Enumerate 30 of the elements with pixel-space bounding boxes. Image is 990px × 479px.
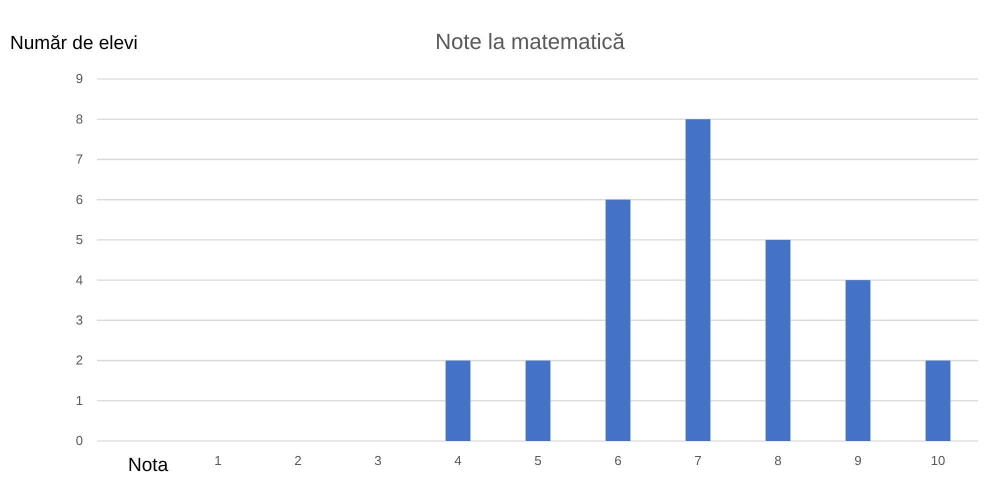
x-tick-label: 3 — [374, 453, 382, 468]
y-tick-label: 9 — [76, 71, 83, 86]
y-tick-label: 1 — [76, 392, 83, 408]
x-tick-label: 4 — [454, 453, 462, 468]
y-axis-title: Număr de elevi — [10, 33, 138, 54]
y-tick-label: 3 — [76, 312, 83, 328]
x-tick-label: 10 — [930, 453, 946, 468]
bar — [846, 280, 870, 441]
x-tick-label: 6 — [614, 453, 622, 468]
x-axis-title: Nota — [128, 455, 169, 476]
x-tick-label: 2 — [294, 453, 302, 468]
y-tick-label: 2 — [76, 352, 83, 368]
y-tick-label: 4 — [76, 272, 83, 288]
bar — [686, 119, 710, 441]
x-tick-label: 8 — [774, 453, 782, 468]
bar — [526, 360, 550, 441]
y-tick-label: 6 — [76, 192, 83, 207]
x-tick-label: 5 — [534, 453, 542, 468]
y-tick-label: 8 — [76, 111, 83, 126]
y-tick-label: 5 — [76, 232, 83, 248]
x-tick-label: 9 — [854, 453, 862, 468]
y-tick-label: 7 — [76, 152, 83, 167]
bar — [606, 200, 630, 441]
chart-title: Note la matematică — [435, 29, 626, 54]
bar — [446, 360, 470, 441]
x-tick-label: 1 — [214, 453, 222, 468]
bar — [926, 360, 950, 441]
y-tick-label: 0 — [76, 433, 83, 448]
x-tick-label: 7 — [694, 453, 702, 468]
bar — [766, 240, 790, 441]
